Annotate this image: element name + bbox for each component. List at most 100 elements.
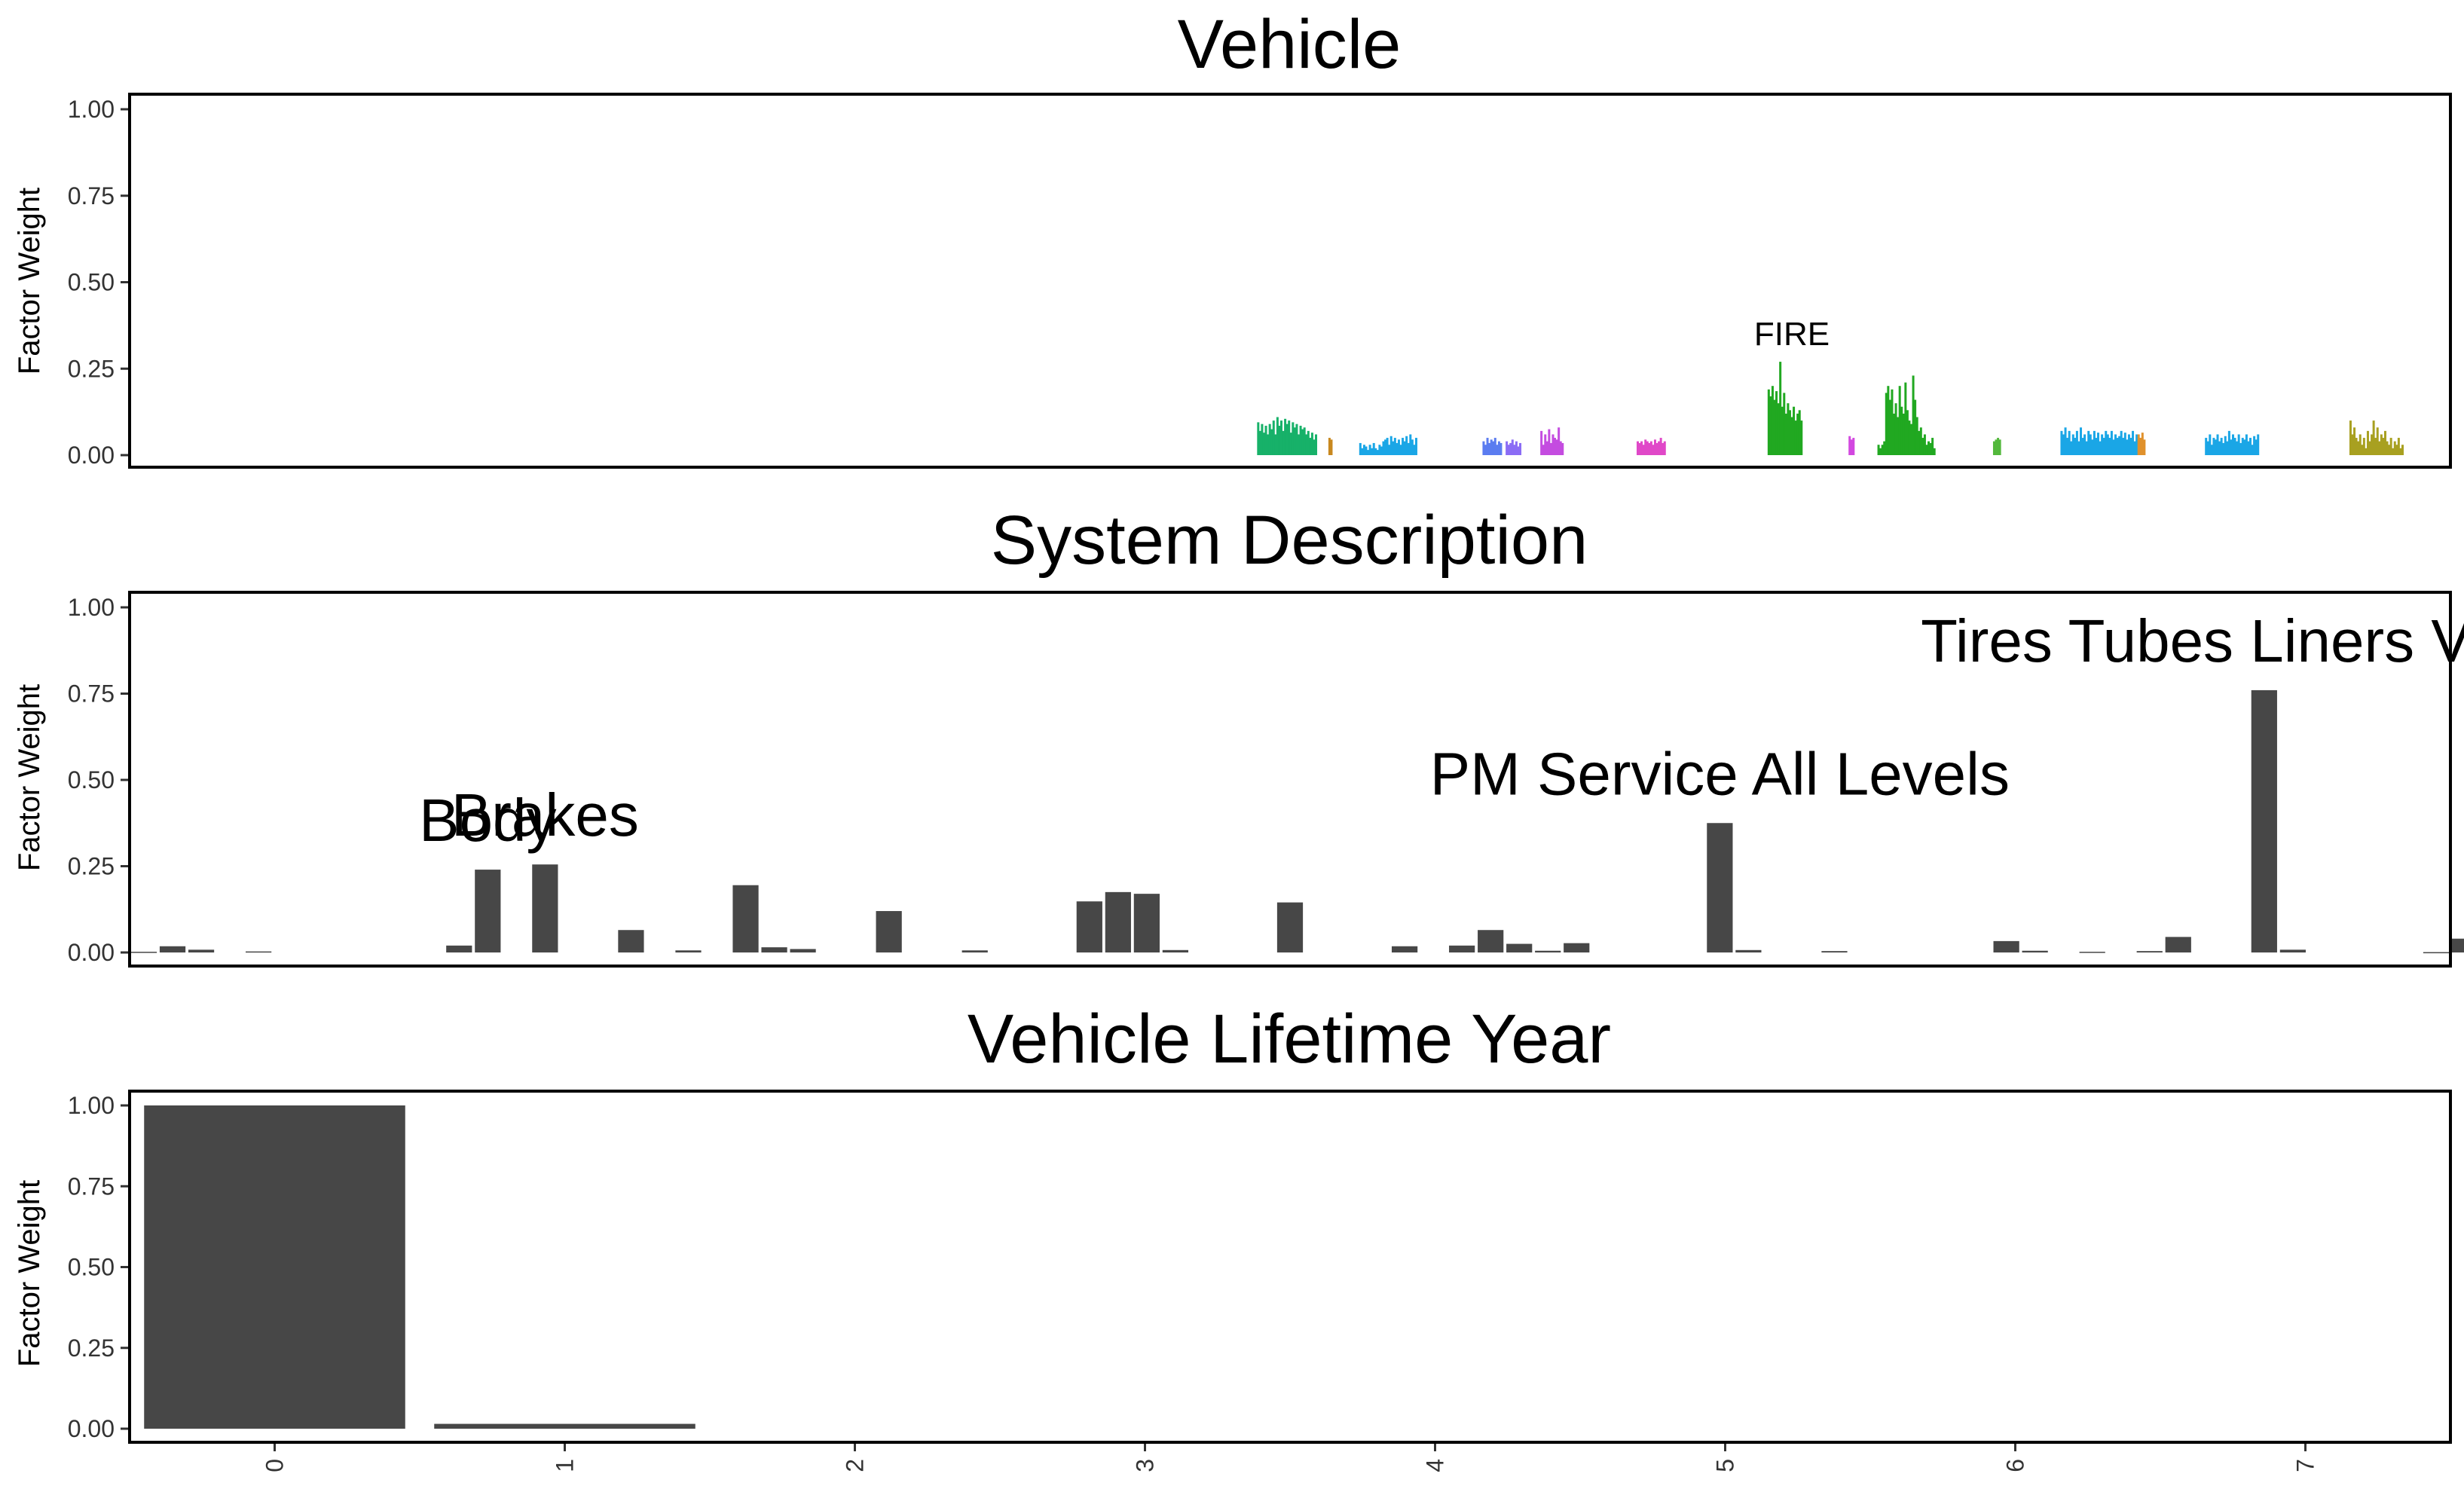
vehicle-bar — [1361, 448, 1364, 455]
vehicle-bar — [1663, 441, 1666, 455]
vehicle-bar — [1900, 406, 1903, 455]
vehicle-bar — [1893, 413, 1896, 455]
vehicle-bar — [1496, 445, 1499, 455]
vehicle-bar — [1904, 382, 1907, 455]
vehicle-bar — [1798, 410, 1801, 455]
vehicle-bar — [1906, 410, 1909, 455]
vehicle-bar — [2399, 448, 2402, 455]
vehicle-bar — [2393, 441, 2396, 455]
vehicle-bar — [2066, 438, 2069, 455]
y-tick-label: 0.25 — [68, 355, 115, 382]
y-ticks-vehicle: 0.00 0.25 0.50 0.75 1.00 — [68, 96, 130, 469]
vehicle-bar — [1545, 441, 1548, 455]
panel-title-vehicle: Vehicle — [1178, 6, 1402, 83]
vehicle-bar — [1276, 417, 1279, 455]
vehicle-bar — [2077, 441, 2080, 455]
vehicle-bar — [1414, 438, 1417, 455]
vehicle-bar — [1997, 438, 2000, 455]
vehicle-bar — [1519, 442, 1522, 455]
vehicle-bar — [2087, 430, 2090, 455]
vehicle-bar — [2122, 438, 2125, 455]
vehicle-bar — [1933, 448, 1936, 455]
system-bar — [2022, 950, 2048, 952]
vehicle-bar — [2141, 433, 2144, 455]
vehicle-bar — [1492, 441, 1495, 455]
system-bar — [1993, 940, 2019, 952]
vehicle-bar — [1779, 362, 1782, 455]
vehicle-bar — [1925, 445, 1928, 455]
vehicle-bar — [1384, 439, 1387, 455]
vehicle-bar — [2126, 439, 2129, 455]
vehicle-bar — [1775, 391, 1778, 455]
vehicle-bar — [1507, 445, 1510, 455]
vehicle-bar — [1330, 439, 1333, 455]
system-bar — [1506, 943, 1533, 952]
vehicle-bar — [1931, 438, 1934, 455]
vehicle-bar — [2378, 441, 2381, 455]
y-tick-label: 0.00 — [68, 1415, 115, 1442]
vehicle-bar — [2357, 441, 2360, 455]
vehicle-bar — [1784, 413, 1787, 455]
vehicle-bar — [1380, 446, 1383, 455]
vehicle-bar — [1288, 420, 1291, 455]
vehicle-bar — [2365, 448, 2368, 455]
y-tick-label: 0.00 — [68, 939, 115, 966]
vehicle-bar — [1284, 418, 1287, 455]
vehicle-bar — [1783, 393, 1786, 455]
vehicle-bar — [1540, 430, 1543, 455]
plot-frame-vehicle — [128, 93, 2452, 469]
vehicle-bar — [2231, 434, 2234, 455]
vehicle-bar — [1769, 396, 1772, 455]
vehicle-bar — [1644, 439, 1647, 455]
vehicle-bar — [2389, 438, 2392, 455]
vehicle-bar — [2372, 420, 2375, 455]
system-bar — [2279, 949, 2306, 952]
vehicle-bar — [2224, 436, 2227, 455]
vehicle-bar — [1278, 425, 1281, 455]
vehicle-bar — [1307, 430, 1310, 455]
vehicle-bar — [1261, 423, 1264, 455]
y-axis-title-system-description: Factor Weight — [13, 684, 46, 871]
system-bar — [1478, 930, 1504, 952]
vehicle-bar — [1362, 445, 1365, 455]
x-tick-label: 4 — [1422, 1459, 1449, 1472]
x-tick-label: 6 — [2002, 1459, 2029, 1472]
vehicle-bar — [1486, 438, 1489, 455]
vehicle-bar — [1773, 399, 1776, 455]
y-tick-label: 0.50 — [68, 1254, 115, 1281]
vehicle-bar — [2068, 430, 2071, 455]
vehicle-bar — [2101, 434, 2104, 455]
vehicle-bar — [1558, 427, 1561, 455]
vehicle-bar — [1915, 417, 1918, 455]
vehicle-bar — [2362, 438, 2365, 455]
annotation-label: PM Service All Levels — [1430, 740, 2010, 807]
vehicle-bar — [2143, 439, 2146, 455]
vehicle-bar — [1270, 429, 1273, 455]
vehicle-bar — [1367, 450, 1370, 455]
vehicle-bar — [1771, 386, 1774, 455]
plot-frame-system-description — [128, 591, 2452, 968]
vehicle-bar — [2062, 434, 2065, 455]
vehicle-bar — [2230, 439, 2233, 455]
vehicle-bar — [1998, 439, 2001, 455]
vehicle-bar — [1371, 448, 1374, 455]
y-tick-label: 0.75 — [68, 680, 115, 708]
vehicle-bar — [2392, 448, 2395, 455]
vehicle-bar — [1293, 427, 1296, 455]
y-tick-label: 0.75 — [68, 182, 115, 209]
vehicle-bar — [1794, 420, 1797, 455]
vehicle-bar — [1407, 442, 1410, 455]
system-bar — [1735, 949, 1762, 952]
vehicle-bar — [2255, 439, 2258, 455]
vehicle-bar — [1918, 430, 1921, 455]
annotation-label: FIRE — [1754, 316, 1830, 353]
vehicle-bar — [1919, 427, 1922, 455]
vehicle-bar — [1298, 434, 1301, 455]
vehicle-bar — [2206, 441, 2209, 455]
vehicle-bar — [2248, 438, 2252, 455]
vehicle-bar — [1515, 441, 1518, 455]
vehicle-bar — [2139, 438, 2142, 455]
panel-vehicle: Vehicle Factor Weight 0.00 0.25 0.50 0.75 1.… — [13, 6, 2452, 469]
x-tick-label: 0 — [261, 1459, 289, 1472]
